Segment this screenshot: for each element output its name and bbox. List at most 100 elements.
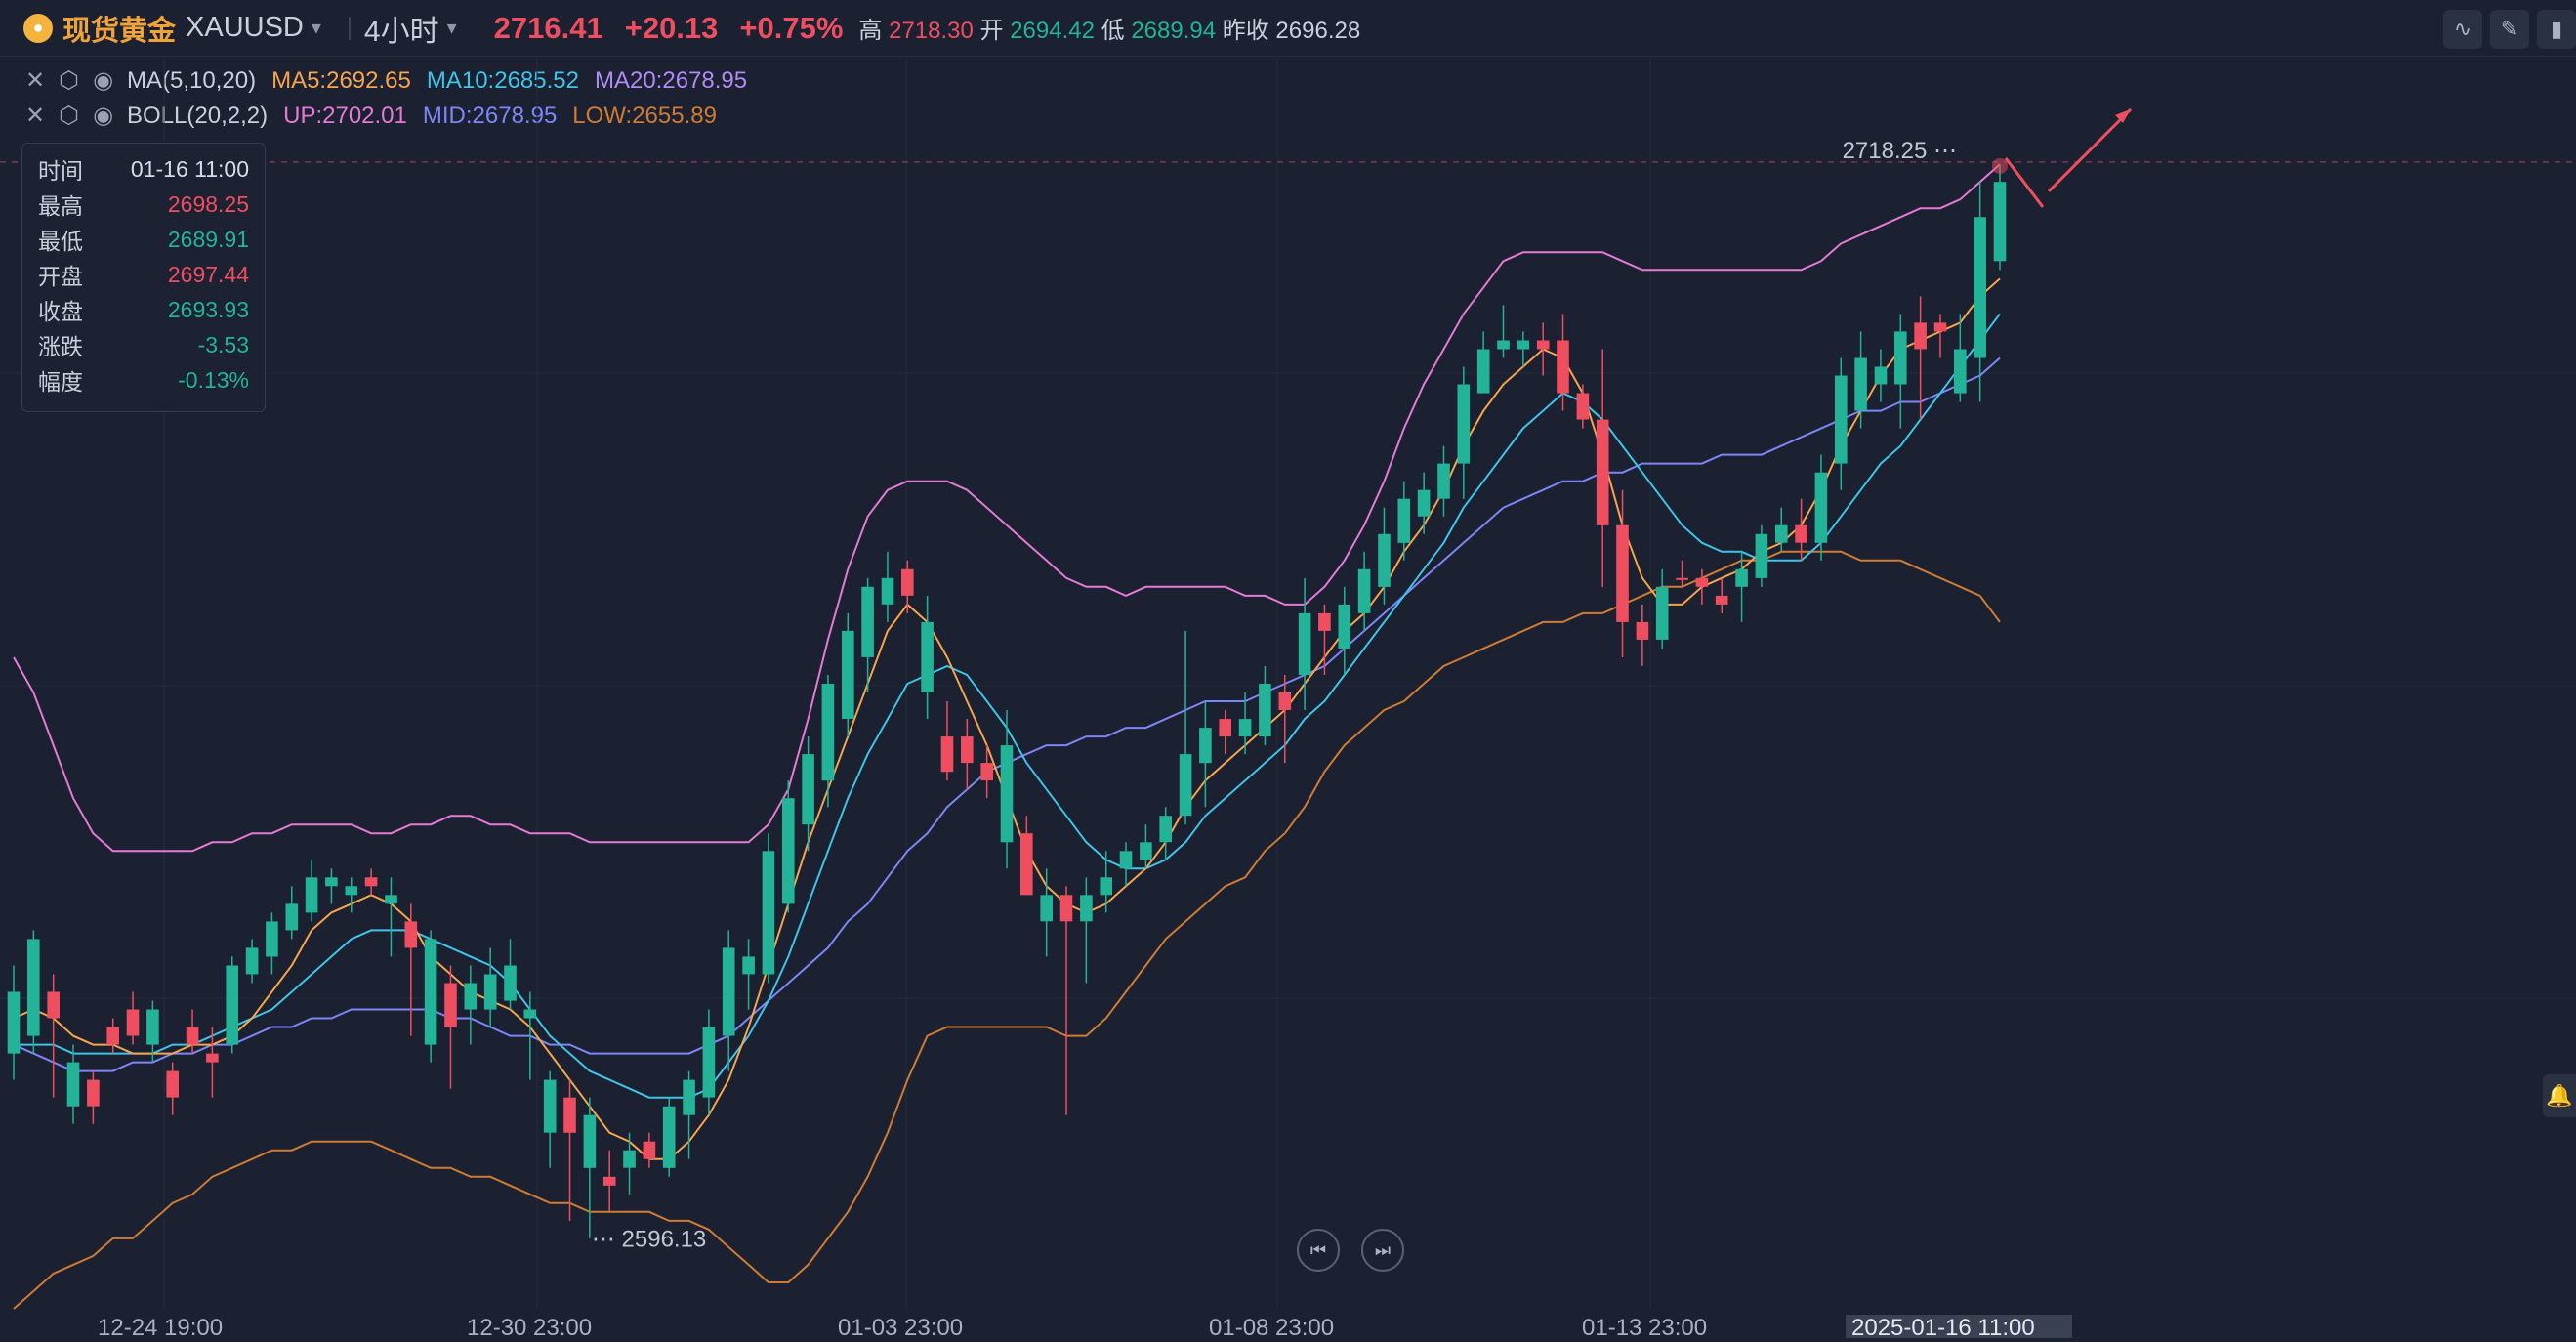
x-axis-label: 12-24 19:00 xyxy=(98,1315,224,1341)
tip-low-label: 最低 xyxy=(38,229,83,254)
alert-bell-icon[interactable]: 🔔 xyxy=(2543,1074,2576,1117)
candle-body xyxy=(543,1079,557,1133)
candle-body xyxy=(1616,524,1629,622)
drawing-arrow xyxy=(2004,107,2133,208)
tip-amp-label: 幅度 xyxy=(38,369,83,395)
candle-body xyxy=(146,1009,159,1045)
candle-body xyxy=(186,1027,199,1045)
max-price-label: 2718.25 ⋯ xyxy=(1843,138,1957,164)
candle-body xyxy=(802,754,814,825)
candle-body xyxy=(1179,754,1192,817)
candle-body xyxy=(1695,577,1709,587)
candle-body xyxy=(483,974,497,1010)
timeframe-selector[interactable]: 4小时 xyxy=(363,15,439,48)
candle-body xyxy=(1874,366,1888,385)
draw-pencil-icon[interactable]: ✎ xyxy=(2490,10,2529,49)
candle-type-icon[interactable]: ▮ xyxy=(2537,10,2576,49)
candle-body xyxy=(166,1070,179,1098)
toolbar: ∿ ✎ ▮ xyxy=(2435,10,2576,49)
candle-body xyxy=(1318,612,1331,631)
visibility-eye-icon[interactable]: ◉ xyxy=(93,103,114,129)
candle-body xyxy=(364,877,378,887)
candle-body xyxy=(762,851,775,975)
boll-name: BOLL(20,2,2) xyxy=(127,102,269,129)
x-axis-label: 01-13 23:00 xyxy=(1582,1315,1708,1341)
candle-body xyxy=(47,991,60,1019)
candle-body xyxy=(1219,719,1231,737)
candle-body xyxy=(583,1114,597,1168)
candle-body xyxy=(702,1027,716,1098)
candle-body xyxy=(1993,182,2007,262)
tip-close-label: 收盘 xyxy=(38,299,83,324)
x-axis-label: 01-03 23:00 xyxy=(838,1315,964,1341)
candle-body xyxy=(1775,524,1788,543)
candle-body xyxy=(385,895,397,904)
candle-body xyxy=(1159,816,1172,843)
indicator-chart-icon[interactable]: ∿ xyxy=(2443,10,2482,49)
settings-icon[interactable]: ⬡ xyxy=(59,103,80,129)
tip-time: 01-16 11:00 xyxy=(130,155,249,182)
settings-icon[interactable]: ⬡ xyxy=(59,67,80,94)
timeframe-dropdown-icon[interactable]: ▾ xyxy=(446,18,457,39)
tip-amp: -0.13% xyxy=(178,366,249,393)
price-change-pct: +0.75% xyxy=(739,10,844,45)
ma20-value: MA20:2678.95 xyxy=(594,66,748,94)
candle-body xyxy=(1814,472,1828,543)
high-value: 2718.30 xyxy=(889,18,974,44)
candle-body xyxy=(921,621,934,692)
candle-body xyxy=(1933,322,1947,332)
candle-body xyxy=(623,1150,636,1168)
candle-body xyxy=(1536,340,1550,350)
candle-body xyxy=(861,586,874,657)
candle-body xyxy=(66,1062,80,1107)
x-axis-current-label: 2025-01-16 11:00 xyxy=(1846,1315,2072,1341)
candle-body xyxy=(87,1079,100,1107)
close-icon[interactable]: ✕ xyxy=(25,103,46,129)
skip-back-button[interactable]: ⏮ xyxy=(1297,1229,1340,1272)
candle-body xyxy=(1755,533,1768,578)
price-change: +20.13 xyxy=(624,10,719,45)
x-axis-label: 01-08 23:00 xyxy=(1209,1315,1335,1341)
prev-close-value: 2696.28 xyxy=(1275,18,1361,44)
candle-body xyxy=(940,736,954,773)
x-axis-label: 12-30 23:00 xyxy=(467,1315,593,1341)
candle-body xyxy=(1298,612,1311,675)
tip-high: 2698.25 xyxy=(167,190,249,217)
symbol-name[interactable]: 现货黄金 xyxy=(62,15,177,47)
candle-body xyxy=(1059,895,1073,922)
candle-body xyxy=(1636,621,1649,640)
candle-body xyxy=(1914,322,1927,350)
ma-name: MA(5,10,20) xyxy=(127,66,257,94)
close-icon[interactable]: ✕ xyxy=(25,67,46,94)
visibility-eye-icon[interactable]: ◉ xyxy=(93,67,114,94)
candle-body xyxy=(980,763,993,781)
candle-body xyxy=(325,877,338,887)
ohlc-summary: 高 2718.30 开 2694.42 低 2689.94 昨收 2696.28 xyxy=(858,11,1360,45)
symbol-dropdown-icon[interactable]: ▾ xyxy=(311,18,321,39)
candle-body xyxy=(1140,842,1152,860)
candle-body xyxy=(206,1053,219,1063)
ma5-value: MA5:2692.65 xyxy=(271,66,411,94)
candle-body xyxy=(504,965,517,1001)
candle-body xyxy=(1338,604,1351,649)
candle-body xyxy=(245,947,259,975)
candle-body xyxy=(1417,489,1431,517)
candle-body xyxy=(1020,833,1033,896)
candle-body xyxy=(1378,533,1391,587)
candle-body xyxy=(782,798,795,904)
skip-forward-button[interactable]: ⏭ xyxy=(1361,1229,1404,1272)
symbol-code[interactable]: XAUUSD xyxy=(186,12,304,43)
boll-up-value: UP:2702.01 xyxy=(283,102,407,129)
tip-open: 2697.44 xyxy=(167,261,249,287)
candle-body xyxy=(821,684,835,781)
low-label: 低 xyxy=(1101,18,1125,44)
candle-body xyxy=(842,630,854,719)
boll-indicator-row: ✕ ⬡ ◉ BOLL(20,2,2) UP:2702.01 MID:2678.9… xyxy=(25,102,717,130)
candle-body xyxy=(643,1141,656,1159)
candle-body xyxy=(1119,851,1133,869)
candle-body xyxy=(1596,419,1609,525)
candle-body xyxy=(226,965,238,1045)
candle-body xyxy=(424,939,437,1045)
candle-body xyxy=(961,736,974,764)
